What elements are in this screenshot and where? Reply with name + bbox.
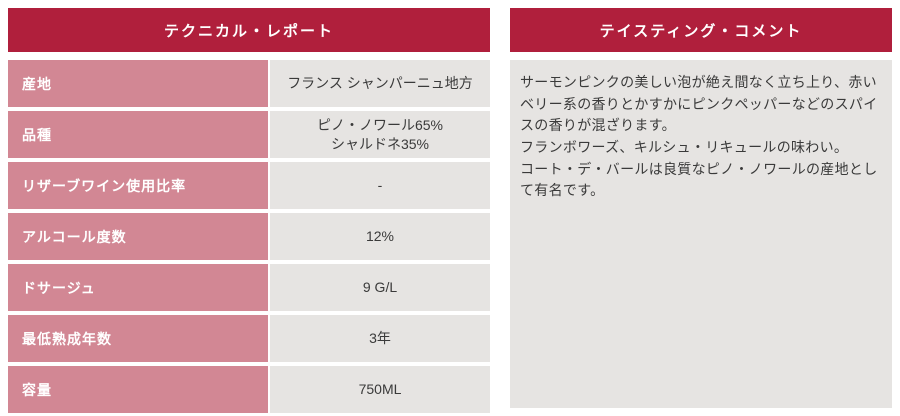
table-row: 容量 750ML [8, 366, 490, 413]
technical-report-header: テクニカル・レポート [8, 8, 490, 52]
tasting-comment-text: サーモンピンクの美しい泡が絶え間なく立ち上り、赤いベリー系の香りとかすかにピンク… [510, 60, 892, 408]
spec-value-variety: ピノ・ノワール65% シャルドネ35% [270, 111, 490, 158]
table-row: 品種 ピノ・ノワール65% シャルドネ35% [8, 111, 490, 158]
spec-table: 産地 フランス シャンパーニュ地方 品種 ピノ・ノワール65% シャルドネ35%… [8, 60, 490, 413]
spec-label-origin: 産地 [8, 60, 268, 107]
spec-value-origin: フランス シャンパーニュ地方 [270, 60, 490, 107]
spec-label-alcohol: アルコール度数 [8, 213, 268, 260]
spec-label-volume: 容量 [8, 366, 268, 413]
table-row: リザーブワイン使用比率 - [8, 162, 490, 209]
table-row: ドサージュ 9 G/L [8, 264, 490, 311]
spec-value-dosage: 9 G/L [270, 264, 490, 311]
spec-label-reserve-wine-ratio: リザーブワイン使用比率 [8, 162, 268, 209]
spec-value-volume: 750ML [270, 366, 490, 413]
spec-label-dosage: ドサージュ [8, 264, 268, 311]
table-row: 最低熟成年数 3年 [8, 315, 490, 362]
tasting-comment-header: テイスティング・コメント [510, 8, 892, 52]
table-row: アルコール度数 12% [8, 213, 490, 260]
technical-report-column: テクニカル・レポート 産地 フランス シャンパーニュ地方 品種 ピノ・ノワール6… [8, 8, 490, 413]
spec-value-reserve-wine-ratio: - [270, 162, 490, 209]
tasting-comment-column: テイスティング・コメント サーモンピンクの美しい泡が絶え間なく立ち上り、赤いベリ… [510, 8, 892, 408]
spec-value-min-aging: 3年 [270, 315, 490, 362]
spec-label-variety: 品種 [8, 111, 268, 158]
spec-label-min-aging: 最低熟成年数 [8, 315, 268, 362]
table-row: 産地 フランス シャンパーニュ地方 [8, 60, 490, 107]
spec-value-alcohol: 12% [270, 213, 490, 260]
